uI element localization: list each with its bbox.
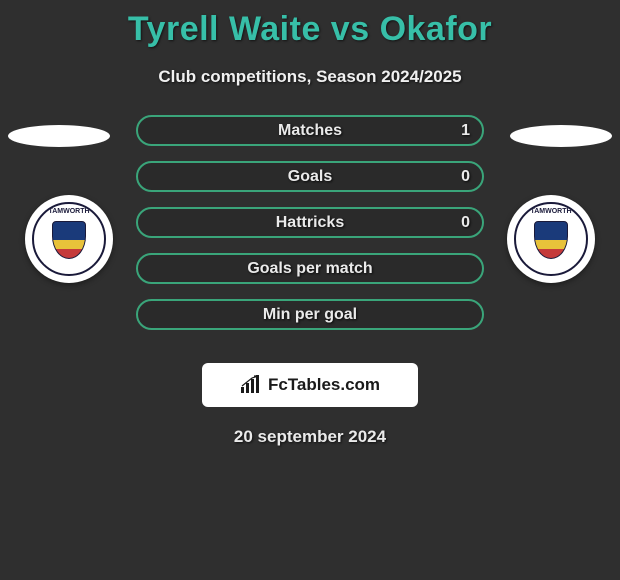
badge-right-bottom-text: FOOTBALL CLUB [526,262,577,268]
club-badge-left: TAMWORTH FOOTBALL CLUB [25,195,113,283]
date-line: 20 september 2024 [0,427,620,447]
bar-chart-icon [240,375,262,395]
club-badge-right: TAMWORTH FOOTBALL CLUB [507,195,595,283]
shield-icon [52,221,86,259]
badge-right-top-text: TAMWORTH [530,208,571,215]
stats-rows: Matches 1 Goals 0 Hattricks 0 Goals per … [136,115,484,345]
flag-left [8,125,110,147]
stat-row: Hattricks 0 [136,207,484,238]
stat-label: Goals per match [247,260,372,278]
stat-value-right: 0 [461,214,470,232]
comparison-subtitle: Club competitions, Season 2024/2025 [0,67,620,87]
flag-right [510,125,612,147]
badge-left-top-text: TAMWORTH [48,208,89,215]
stat-label: Hattricks [276,214,344,232]
stat-row: Goals 0 [136,161,484,192]
stat-row: Matches 1 [136,115,484,146]
stat-label: Matches [278,122,342,140]
comparison-stage: TAMWORTH FOOTBALL CLUB TAMWORTH FOOTBALL… [0,115,620,345]
comparison-title: Tyrell Waite vs Okafor [0,0,620,49]
stat-label: Goals [288,168,332,186]
brand-text: FcTables.com [268,375,380,395]
stat-row: Goals per match [136,253,484,284]
stat-row: Min per goal [136,299,484,330]
shield-icon [534,221,568,259]
stat-label: Min per goal [263,306,357,324]
stat-value-right: 0 [461,168,470,186]
brand-box: FcTables.com [202,363,418,407]
badge-left-bottom-text: FOOTBALL CLUB [44,262,95,268]
stat-value-right: 1 [461,122,470,140]
